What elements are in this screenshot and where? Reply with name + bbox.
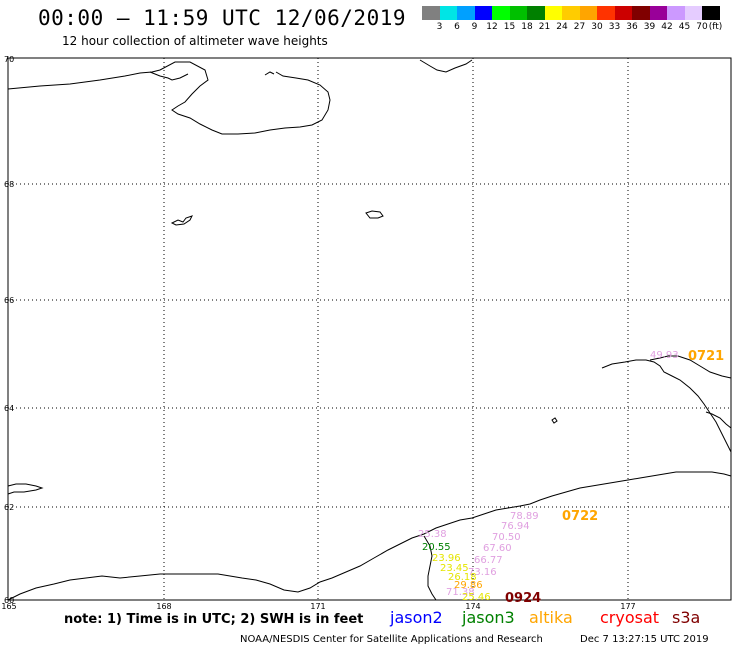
color-scale-label: (ft) [708, 22, 723, 32]
color-scale-label: 6 [454, 22, 460, 32]
pass-time: 0722 [562, 509, 598, 524]
color-scale-cell [667, 6, 685, 20]
legend-note: note: 1) Time is in UTC; 2) SWH is in fe… [64, 612, 364, 627]
color-scale-label: 45 [678, 22, 691, 32]
color-scale-label: 39 [643, 22, 656, 32]
color-scale-cell [597, 6, 615, 20]
coast-peninsula-3 [705, 411, 732, 429]
color-scale-cell [457, 6, 475, 20]
lat-label-60: 60 [4, 596, 14, 605]
lat-label-64: 64 [4, 404, 14, 413]
map-subtitle: 12 hour collection of altimeter wave hei… [62, 34, 328, 48]
lat-label-70: 70 [4, 55, 14, 64]
pass-time: 0721 [688, 349, 724, 364]
coast-shore-2 [7, 483, 44, 495]
color-scale-label: 42 [661, 22, 673, 32]
coast-inlet [149, 71, 189, 81]
color-scale-cell [527, 6, 545, 20]
pass-time-labels: 0721 0722 0924 [505, 349, 724, 606]
color-scale-cell [439, 6, 457, 20]
lon-label-177: 177 [620, 602, 635, 611]
obs-value: 25.38 [418, 529, 447, 540]
color-scale-cell [509, 6, 527, 20]
coast-shore-1 [264, 71, 275, 76]
color-scale-label: 36 [626, 22, 638, 32]
color-scale-label: 12 [486, 22, 498, 32]
coast-chukotka-peninsula [601, 359, 732, 453]
pass-time: 0924 [505, 591, 541, 606]
obs-value: 23.45 [440, 563, 469, 574]
legend-altika: altika [529, 608, 573, 627]
lat-labels: 70 68 66 64 62 60 [4, 55, 14, 605]
map-title: 00:00 – 11:59 UTC 12/06/2019 [38, 6, 407, 30]
footer-timestamp: Dec 7 13:27:15 UTC 2019 [580, 634, 709, 645]
color-scale-cell [649, 6, 667, 20]
color-scale-cell [492, 6, 510, 20]
color-scale-bar [422, 6, 720, 20]
color-scale-cell [702, 6, 720, 20]
obs-value: 71.38 [446, 587, 475, 598]
obs-value: 67.60 [483, 543, 512, 554]
coast-small-isle [551, 417, 558, 424]
color-scale-cell [474, 6, 492, 20]
color-scale-cell [562, 6, 580, 20]
lon-labels: 165 168 171 174 177 [1, 602, 635, 611]
color-scale-label: 24 [556, 22, 568, 32]
coast-chukotka-north [7, 61, 331, 135]
color-scale-cell [544, 6, 562, 20]
color-scale-label: 9 [471, 22, 478, 32]
footer-credit: NOAA/NESDIS Center for Satellite Applica… [240, 634, 543, 645]
color-scale-label: 70 [696, 22, 708, 32]
lon-label-171: 171 [310, 602, 325, 611]
lon-label-165: 165 [1, 602, 16, 611]
lat-label-62: 62 [4, 503, 14, 512]
coast-island-2 [170, 215, 193, 226]
color-scale-cell [632, 6, 650, 20]
lat-label-66: 66 [4, 296, 14, 305]
color-scale-label: 30 [591, 22, 603, 32]
color-scale-label: 3 [436, 22, 443, 32]
coast-chukotka-east [419, 59, 473, 73]
color-scale-label: 33 [608, 22, 621, 32]
legend-jason2: jason2 [390, 608, 443, 627]
observation-labels: 49.93 78.89 76.94 70.50 67.60 66.77 73.1… [418, 350, 679, 603]
color-scale-label: 15 [503, 22, 516, 32]
obs-value: 23.96 [432, 553, 461, 564]
legend-cryosat: cryosat [600, 608, 660, 627]
coast-koryak [7, 471, 732, 601]
obs-value: 70.50 [492, 532, 521, 543]
obs-value: 20.55 [422, 542, 451, 553]
coastline [7, 59, 732, 601]
obs-value: 73.16 [468, 567, 497, 578]
legend-jason3: jason3 [462, 608, 515, 627]
coast-island-1 [365, 210, 384, 219]
obs-value: 49.93 [650, 350, 679, 361]
coast-cape [423, 535, 437, 601]
color-scale-cell [422, 6, 440, 20]
color-scale-label: 21 [538, 22, 551, 32]
lon-label-168: 168 [156, 602, 171, 611]
obs-value: 29.86 [454, 580, 483, 591]
obs-value: 66.77 [474, 555, 503, 566]
color-scale-label: 18 [521, 22, 533, 32]
color-scale-label: 27 [573, 22, 586, 32]
obs-value: 25.46 [462, 592, 491, 603]
color-scale-cell [614, 6, 632, 20]
legend-s3a: s3a [672, 608, 701, 627]
obs-value: 78.89 [510, 511, 539, 522]
coast-peninsula-2 [649, 355, 732, 379]
map-frame [7, 57, 732, 601]
obs-value: 26.18 [448, 572, 477, 583]
graticule [8, 58, 731, 600]
lon-label-174: 174 [465, 602, 480, 611]
color-scale-cell [684, 6, 702, 20]
lat-label-68: 68 [4, 180, 14, 189]
obs-value: 76.94 [501, 521, 530, 532]
color-scale-cell [579, 6, 597, 20]
